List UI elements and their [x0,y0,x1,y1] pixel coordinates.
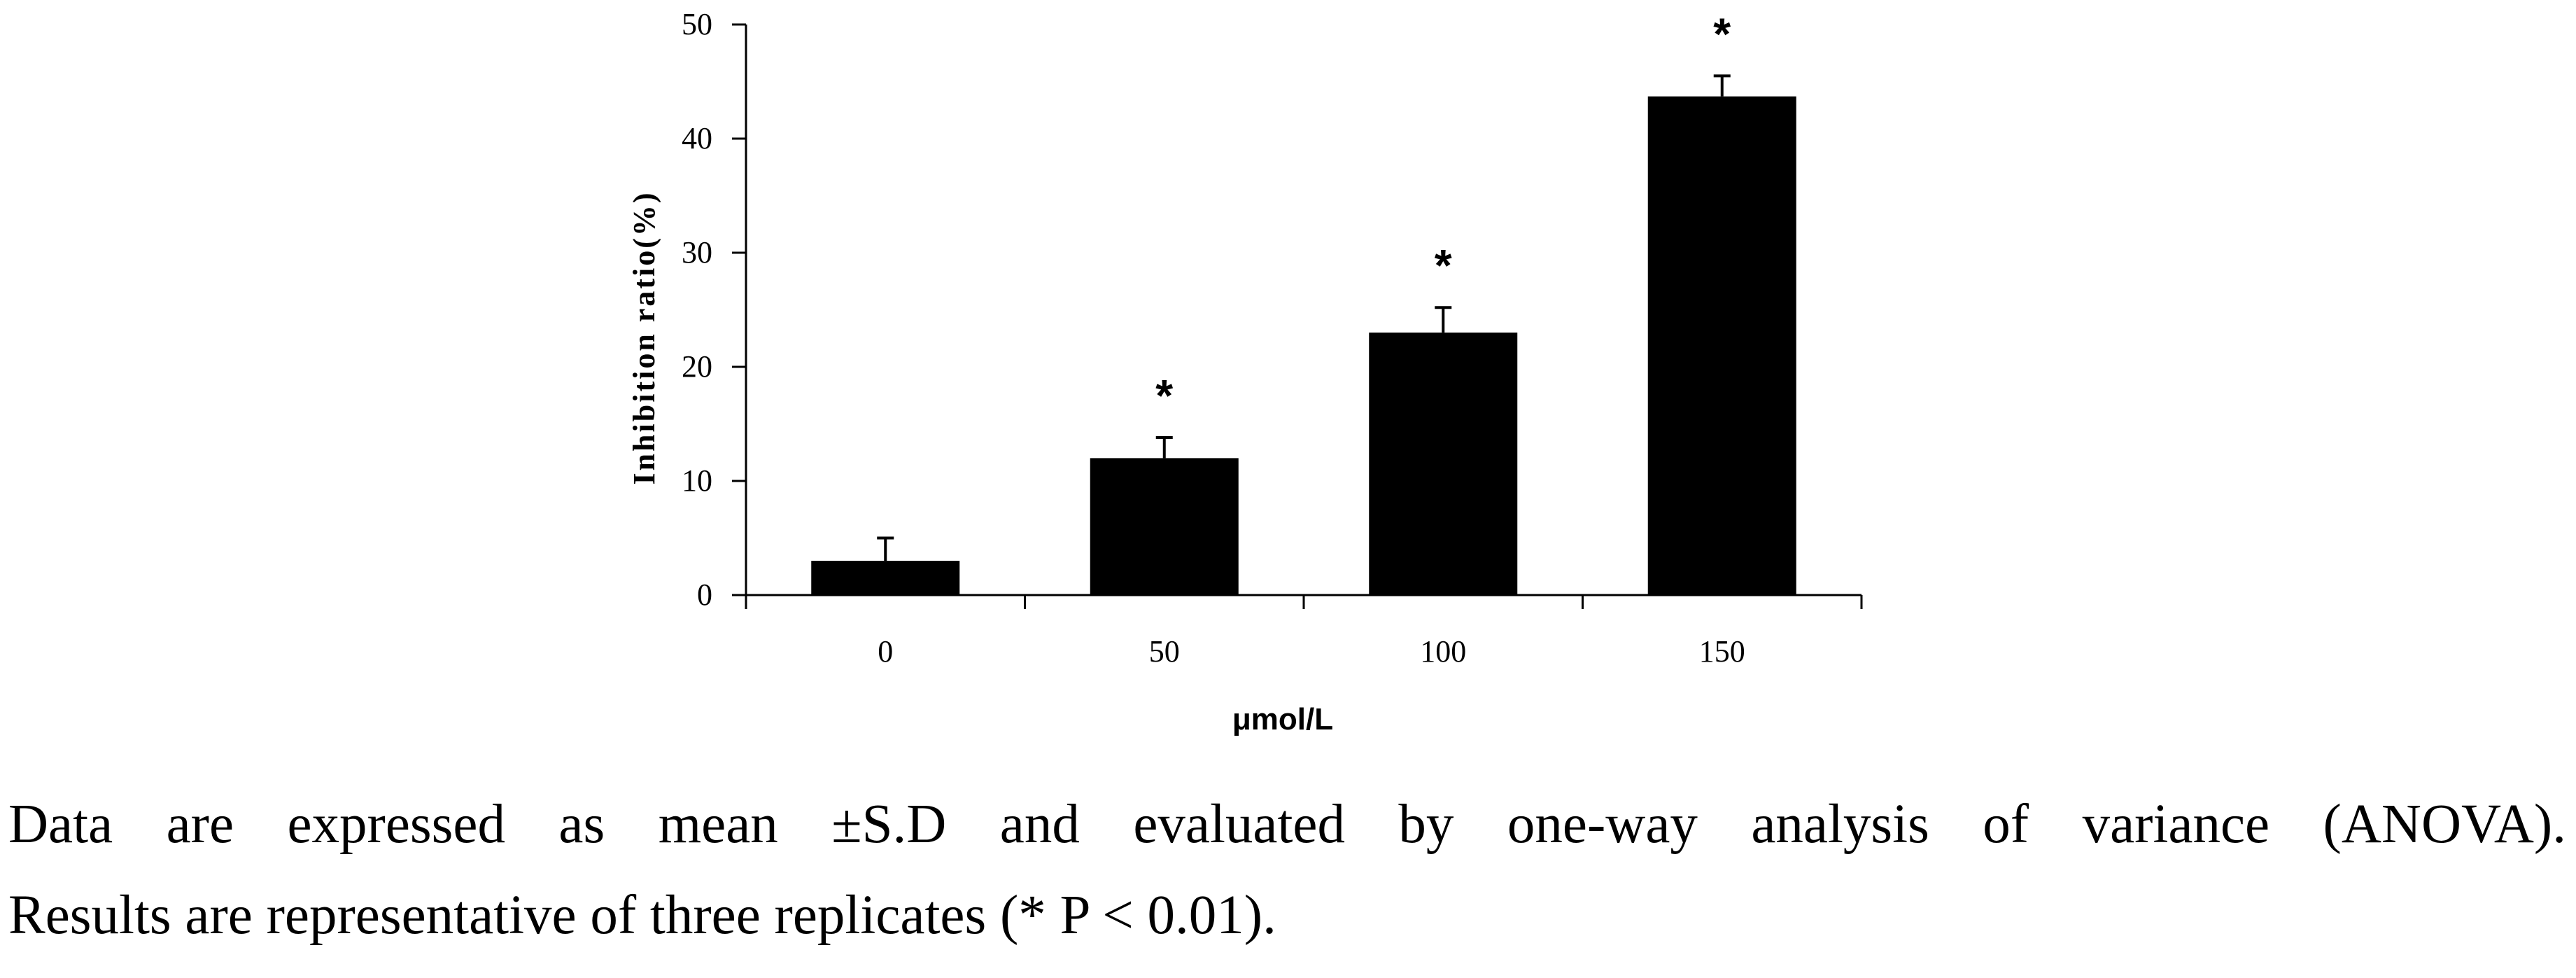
y-tick-label: 20 [682,349,712,384]
x-tick-labels: 0 50 100 150 [878,634,1745,669]
y-axis-ticks [732,23,746,596]
significance-star: * [1435,240,1452,291]
caption-line-2: Results are representative of three repl… [8,885,1276,946]
x-axis-label: μmol/L [1232,702,1333,736]
bar [1369,333,1518,595]
x-tick-label: 150 [1699,634,1745,669]
figure-caption: Data are expressed as mean ±S.D and eval… [8,779,2566,961]
bar [1647,96,1796,595]
significance-star: * [1155,370,1173,421]
y-tick-label: 10 [682,463,712,498]
bars-group [811,96,1796,595]
bar [1090,458,1239,595]
y-tick-label: 30 [682,235,712,270]
significance-star: * [1713,8,1731,59]
x-axis-ticks [745,595,1863,609]
y-tick-label: 0 [697,578,712,612]
y-tick-label: 40 [682,121,712,155]
x-tick-label: 50 [1149,634,1180,669]
error-bars-group [877,74,1731,561]
caption-line-1: Data are expressed as mean ±S.D and eval… [8,794,2566,855]
y-axis-label: Inhibition ratio(%) [627,190,661,484]
bar [811,561,960,595]
x-tick-label: 0 [878,634,893,669]
significance-markers: * * * [1155,8,1731,421]
y-tick-labels: 0 10 20 30 40 50 [682,7,712,612]
bar-chart: 0 10 20 30 40 50 0 50 100 150 * * * Inhibition rat… [627,7,1863,736]
y-tick-label: 50 [682,7,712,41]
x-tick-label: 100 [1420,634,1466,669]
